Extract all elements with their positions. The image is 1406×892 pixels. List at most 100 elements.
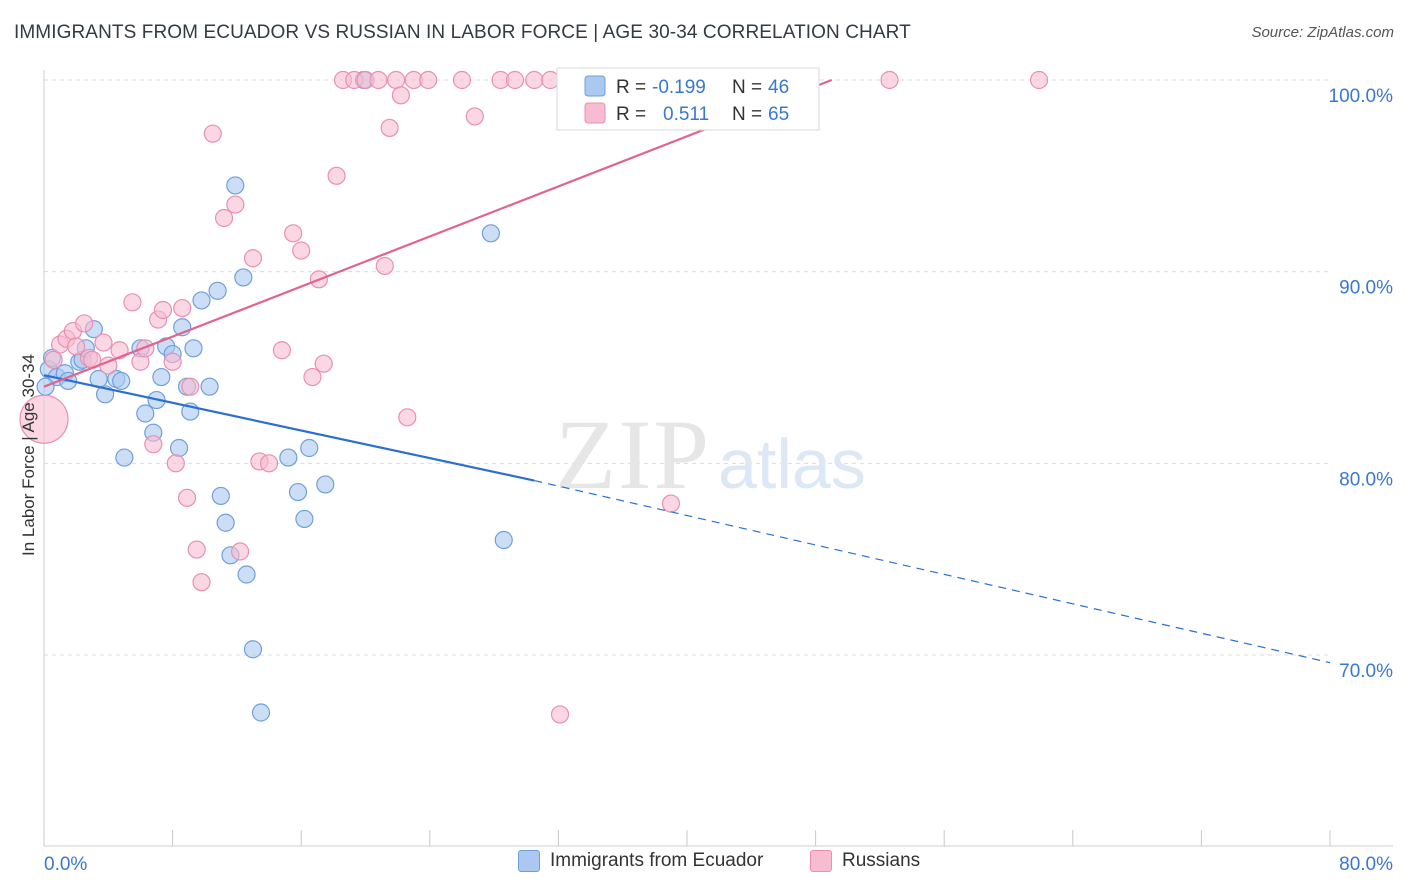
point-russians — [1029, 70, 1049, 90]
point-russians — [166, 454, 185, 473]
point-russians — [19, 394, 69, 444]
point-russians — [243, 249, 263, 268]
point-ecuador — [169, 438, 189, 458]
legend-label-ecuador: Immigrants from Ecuador — [550, 850, 764, 871]
point-ecuador — [243, 640, 263, 659]
watermark-zip: ZIP — [555, 399, 711, 510]
point-russians — [226, 195, 245, 214]
point-russians — [163, 352, 182, 371]
point-russians — [94, 333, 113, 352]
point-ecuador — [316, 475, 335, 494]
point-russians — [181, 377, 200, 396]
point-russians — [231, 542, 250, 561]
legend-item-russians[interactable]: Russians — [810, 850, 920, 872]
tick-labels: 70.0% 80.0% 90.0% 100.0% 0.0% 80.0% — [44, 86, 1393, 875]
point-russians — [369, 70, 388, 90]
point-russians — [380, 118, 399, 138]
point-ecuador — [208, 281, 227, 300]
point-russians — [465, 107, 484, 126]
legend-n-value: 65 — [768, 104, 789, 125]
series-legend: Immigrants from Ecuador Russians — [0, 850, 1406, 878]
point-russians — [375, 256, 394, 276]
point-ecuador — [237, 565, 256, 584]
point-russians — [452, 70, 472, 90]
point-ecuador — [288, 482, 308, 502]
point-russians — [391, 86, 410, 105]
axes — [43, 70, 1393, 847]
y-tick-label: 90.0% — [1339, 278, 1393, 299]
point-ecuador — [136, 404, 155, 423]
point-russians — [44, 350, 63, 369]
point-ecuador — [234, 268, 253, 287]
point-russians — [192, 573, 211, 592]
trend-lines — [43, 78, 1331, 664]
point-ecuador — [184, 339, 203, 358]
point-russians — [67, 337, 86, 356]
trend-line-ecuador-extension — [534, 479, 1331, 664]
y-tick-label: 100.0% — [1329, 86, 1394, 107]
point-ecuador — [494, 530, 513, 550]
point-ecuador — [300, 438, 319, 458]
point-russians — [177, 488, 197, 507]
x-tick-label: 0.0% — [44, 854, 87, 875]
legend-swatch-pink — [584, 102, 606, 124]
trend-line-ecuador — [43, 374, 535, 482]
point-russians — [541, 70, 560, 90]
chart-title: IMMIGRANTS FROM ECUADOR VS RUSSIAN IN LA… — [14, 22, 911, 43]
point-ecuador — [112, 371, 131, 391]
point-russians — [419, 70, 438, 90]
point-russians — [144, 435, 163, 454]
point-russians — [314, 354, 333, 373]
legend-r-label: R = — [616, 77, 646, 98]
point-russians — [284, 224, 303, 243]
point-russians — [187, 540, 206, 559]
point-russians — [327, 166, 346, 185]
point-russians — [173, 298, 192, 318]
point-ecuador — [216, 513, 235, 532]
watermark: ZIP atlas — [555, 399, 866, 510]
point-russians — [75, 314, 94, 333]
trend-line-russians — [43, 78, 833, 388]
point-ecuador — [152, 367, 171, 387]
legend-swatch-ecuador — [518, 850, 540, 872]
point-russians — [386, 70, 406, 90]
point-ecuador — [295, 509, 314, 529]
correlation-legend: R = -0.199 N = 46 R = 0.511 N = 65 — [556, 67, 820, 131]
legend-r-value: -0.199 — [652, 77, 706, 98]
point-russians — [525, 70, 544, 90]
point-ecuador — [279, 448, 298, 467]
legend-n-label: N = — [732, 77, 762, 98]
point-russians — [292, 241, 311, 260]
legend-n-label: N = — [732, 104, 762, 125]
point-russians — [259, 454, 279, 473]
grid — [44, 79, 1330, 656]
point-ecuador — [481, 224, 500, 243]
legend-swatch-russians — [810, 850, 832, 872]
point-russians — [303, 367, 322, 387]
y-tick-label: 70.0% — [1339, 661, 1393, 682]
point-russians — [272, 341, 292, 360]
point-russians — [550, 705, 570, 724]
chart-source: Source: ZipAtlas.com — [1251, 24, 1394, 41]
y-axis-label: In Labor Force | Age 30-34 — [19, 354, 38, 556]
legend-n-value: 46 — [768, 77, 789, 98]
point-russians — [505, 70, 525, 90]
point-russians — [880, 70, 899, 90]
point-russians — [203, 124, 222, 143]
data-points — [19, 70, 1049, 724]
point-ecuador — [115, 448, 134, 467]
point-ecuador — [192, 291, 211, 310]
legend-item-ecuador[interactable]: Immigrants from Ecuador — [518, 850, 763, 872]
point-russians — [398, 408, 417, 427]
point-russians — [153, 300, 173, 320]
x-tick-label: 80.0% — [1339, 854, 1393, 875]
y-tick-label: 80.0% — [1339, 469, 1393, 490]
point-ecuador — [251, 703, 271, 722]
point-ecuador — [226, 176, 245, 195]
point-russians — [661, 494, 681, 513]
point-ecuador — [200, 377, 219, 396]
legend-r-label: R = — [616, 104, 646, 125]
point-russians — [123, 293, 142, 312]
point-russians — [214, 208, 234, 228]
